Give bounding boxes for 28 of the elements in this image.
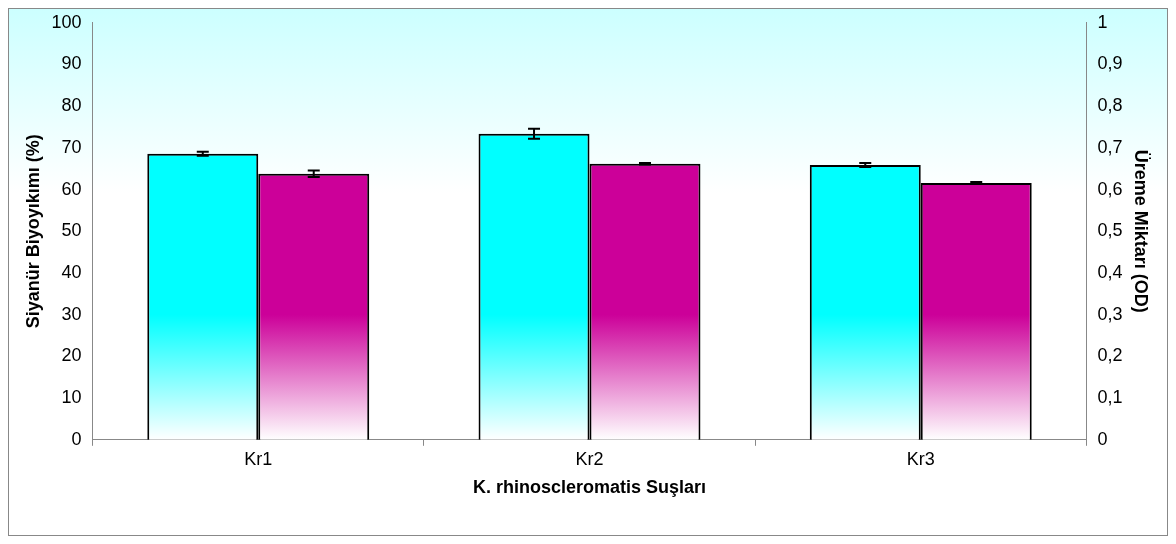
y2-tick-label: 0,4 bbox=[1097, 261, 1123, 282]
y-tick-label: 80 bbox=[61, 95, 82, 116]
y-tick-label: 40 bbox=[61, 261, 82, 282]
y-tick-label: 20 bbox=[61, 345, 82, 366]
y2-tick-label: 0,1 bbox=[1097, 387, 1123, 408]
y-tick-label: 70 bbox=[61, 136, 82, 157]
y2-tick-label: 0,6 bbox=[1097, 178, 1123, 199]
y-tick-label: 60 bbox=[61, 178, 82, 199]
y2-tick-label: 0,8 bbox=[1097, 95, 1123, 116]
x-tick-label: Kr2 bbox=[575, 448, 604, 469]
x-tick-label: Kr1 bbox=[244, 448, 273, 469]
y2-axis-title: Üreme Miktarı (OD) bbox=[1131, 149, 1152, 313]
y2-tick-label: 1 bbox=[1097, 11, 1108, 32]
y-tick-label: 100 bbox=[51, 11, 82, 32]
y-tick-label: 50 bbox=[61, 220, 82, 241]
y-tick-label: 30 bbox=[61, 303, 82, 324]
y2-tick-label: 0,5 bbox=[1097, 220, 1123, 241]
x-tick-label: Kr3 bbox=[906, 448, 935, 469]
y2-tick-label: 0,9 bbox=[1097, 53, 1123, 74]
y2-tick-label: 0 bbox=[1097, 428, 1108, 449]
y-tick-label: 10 bbox=[61, 387, 82, 408]
y-tick-label: 0 bbox=[71, 428, 82, 449]
y2-tick-label: 0,3 bbox=[1097, 303, 1123, 324]
y-tick-label: 90 bbox=[61, 53, 82, 74]
y2-tick-label: 0,2 bbox=[1097, 345, 1123, 366]
y-axis-title: Siyanür Biyoyıkımı (%) bbox=[22, 134, 43, 329]
y2-tick-label: 0,7 bbox=[1097, 136, 1123, 157]
x-axis-title: K. rhinoscleromatis Suşları bbox=[472, 477, 707, 498]
